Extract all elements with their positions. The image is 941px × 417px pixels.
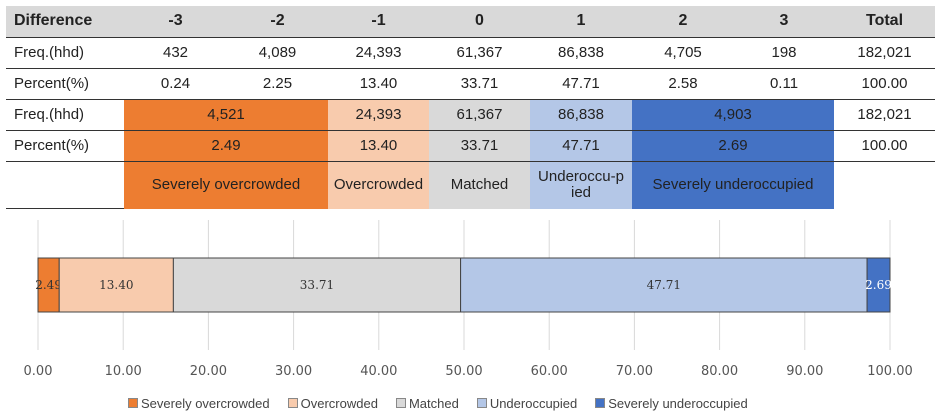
legend-label: Severely overcrowded — [141, 395, 270, 411]
header-cell: Difference — [6, 6, 124, 37]
group-cell: 24,393 — [355, 105, 402, 123]
row-label: Percent(%) — [14, 136, 90, 154]
legend-item: Severely overcrowded — [128, 396, 270, 411]
table-rule — [6, 99, 935, 100]
legend-label: Underoccupied — [489, 395, 578, 411]
category-label: Matched — [450, 176, 509, 194]
group-color-block — [632, 99, 834, 209]
group-color-block — [124, 99, 328, 209]
x-tick-label: 20.00 — [190, 364, 227, 379]
distribution-table: Difference -3 -2 -1 0 1 2 3 Total Freq.(hhd) 432 4,… — [6, 6, 935, 209]
group-cell: 33.71 — [460, 136, 499, 154]
group-color-block — [429, 99, 530, 209]
table-cell: 432 — [162, 43, 189, 61]
legend-swatch — [395, 398, 406, 408]
chart-legend: Severely overcrowded Overcrowded Matched Un… — [128, 393, 766, 413]
table-rule — [6, 161, 935, 162]
table-cell: 182,021 — [857, 43, 912, 61]
header-cell: -3 — [124, 6, 227, 37]
table-cell: 24,393 — [355, 43, 402, 61]
x-tick-label: 10.00 — [105, 364, 142, 379]
category-label: Underoccu-pied — [538, 168, 624, 201]
table-cell: 4,089 — [258, 43, 297, 61]
table-cell: 100.00 — [861, 74, 908, 92]
header-cell: Total — [834, 6, 935, 37]
legend-item: Matched — [395, 395, 459, 411]
header-cell: 1 — [530, 6, 632, 37]
legend-swatch — [595, 398, 606, 408]
header-cell: -2 — [227, 6, 328, 37]
table-cell: 2.58 — [668, 74, 698, 92]
group-color-block — [530, 99, 632, 209]
x-tick-label: 40.00 — [360, 364, 397, 379]
bar-data-label: 2.49 — [35, 278, 62, 292]
header-cell: 3 — [734, 6, 834, 37]
x-tick-label: 80.00 — [701, 364, 738, 379]
table-rule — [6, 37, 935, 38]
bar-segment — [460, 257, 868, 313]
bar-data-label: 13.40 — [99, 278, 133, 292]
bar-data-label: 33.71 — [300, 278, 334, 292]
group-cell: 61,367 — [456, 105, 503, 123]
category-label: Severely underoccupied — [652, 176, 814, 194]
x-tick-label: 70.00 — [616, 364, 653, 379]
table-cell: 2.25 — [262, 74, 293, 92]
table-cell: 0.24 — [160, 74, 191, 92]
legend-swatch — [128, 398, 138, 408]
table-cell: 33.71 — [460, 74, 499, 92]
table-cell: 198 — [771, 43, 797, 61]
category-label: Overcrowded — [333, 176, 424, 194]
row-label: Freq.(hhd) — [14, 43, 85, 61]
legend-swatch — [287, 398, 298, 408]
legend-item: Overcrowded — [287, 395, 378, 411]
header-cell: -1 — [328, 6, 429, 37]
group-cell: 4,521 — [207, 105, 245, 123]
legend-label: Matched — [408, 395, 459, 411]
x-tick-label: 60.00 — [531, 364, 568, 379]
table-rule — [6, 208, 124, 209]
table-rule — [6, 68, 935, 69]
group-color-block — [328, 99, 429, 209]
table-rule — [834, 161, 935, 162]
table-cell: 47.71 — [562, 74, 600, 92]
group-cell: 47.71 — [562, 136, 600, 154]
bar-segment — [58, 257, 174, 313]
table-cell: 0.11 — [769, 74, 799, 92]
legend-swatch — [476, 398, 487, 408]
table-cell: 61,367 — [456, 43, 503, 61]
group-cell: 4,903 — [714, 105, 752, 123]
header-cell: 0 — [429, 6, 530, 37]
table-cell: 13.40 — [359, 74, 398, 92]
x-tick-label: 0.00 — [24, 364, 53, 379]
total-cell: 100.00 — [861, 136, 908, 154]
stacked-bar-chart: 0.00 10.00 20.00 30.00 40.00 50.00 60.00 70.00 8… — [24, 220, 913, 379]
x-tick-label: 90.00 — [786, 364, 823, 379]
x-tick-label: 30.00 — [275, 364, 312, 379]
legend-label: Severely underoccupied — [608, 395, 748, 411]
table-cell: 4,705 — [664, 43, 702, 61]
table-rule — [6, 130, 935, 131]
bar-segment — [866, 257, 891, 313]
bar-data-label: 47.71 — [647, 278, 681, 292]
row-label: Freq.(hhd) — [14, 105, 85, 123]
header-cell: 2 — [632, 6, 734, 37]
row-label: Percent(%) — [14, 74, 90, 92]
x-tick-label: 50.00 — [445, 364, 482, 379]
legend-item: Underoccupied — [476, 395, 578, 411]
category-label: Severely overcrowded — [151, 176, 301, 194]
table-cell: 86,838 — [558, 43, 604, 61]
group-cell: 2.49 — [211, 136, 241, 154]
legend-item: Severely underoccupied — [595, 395, 748, 411]
group-cell: 2.69 — [718, 136, 748, 154]
group-cell: 13.40 — [359, 136, 398, 154]
bar-segment — [172, 257, 462, 313]
x-tick-label: 100.00 — [867, 364, 913, 379]
group-cell: 86,838 — [558, 105, 604, 123]
legend-label: Overcrowded — [300, 395, 378, 411]
total-cell: 182,021 — [857, 105, 912, 123]
bar-data-label: 2.69 — [865, 278, 892, 292]
